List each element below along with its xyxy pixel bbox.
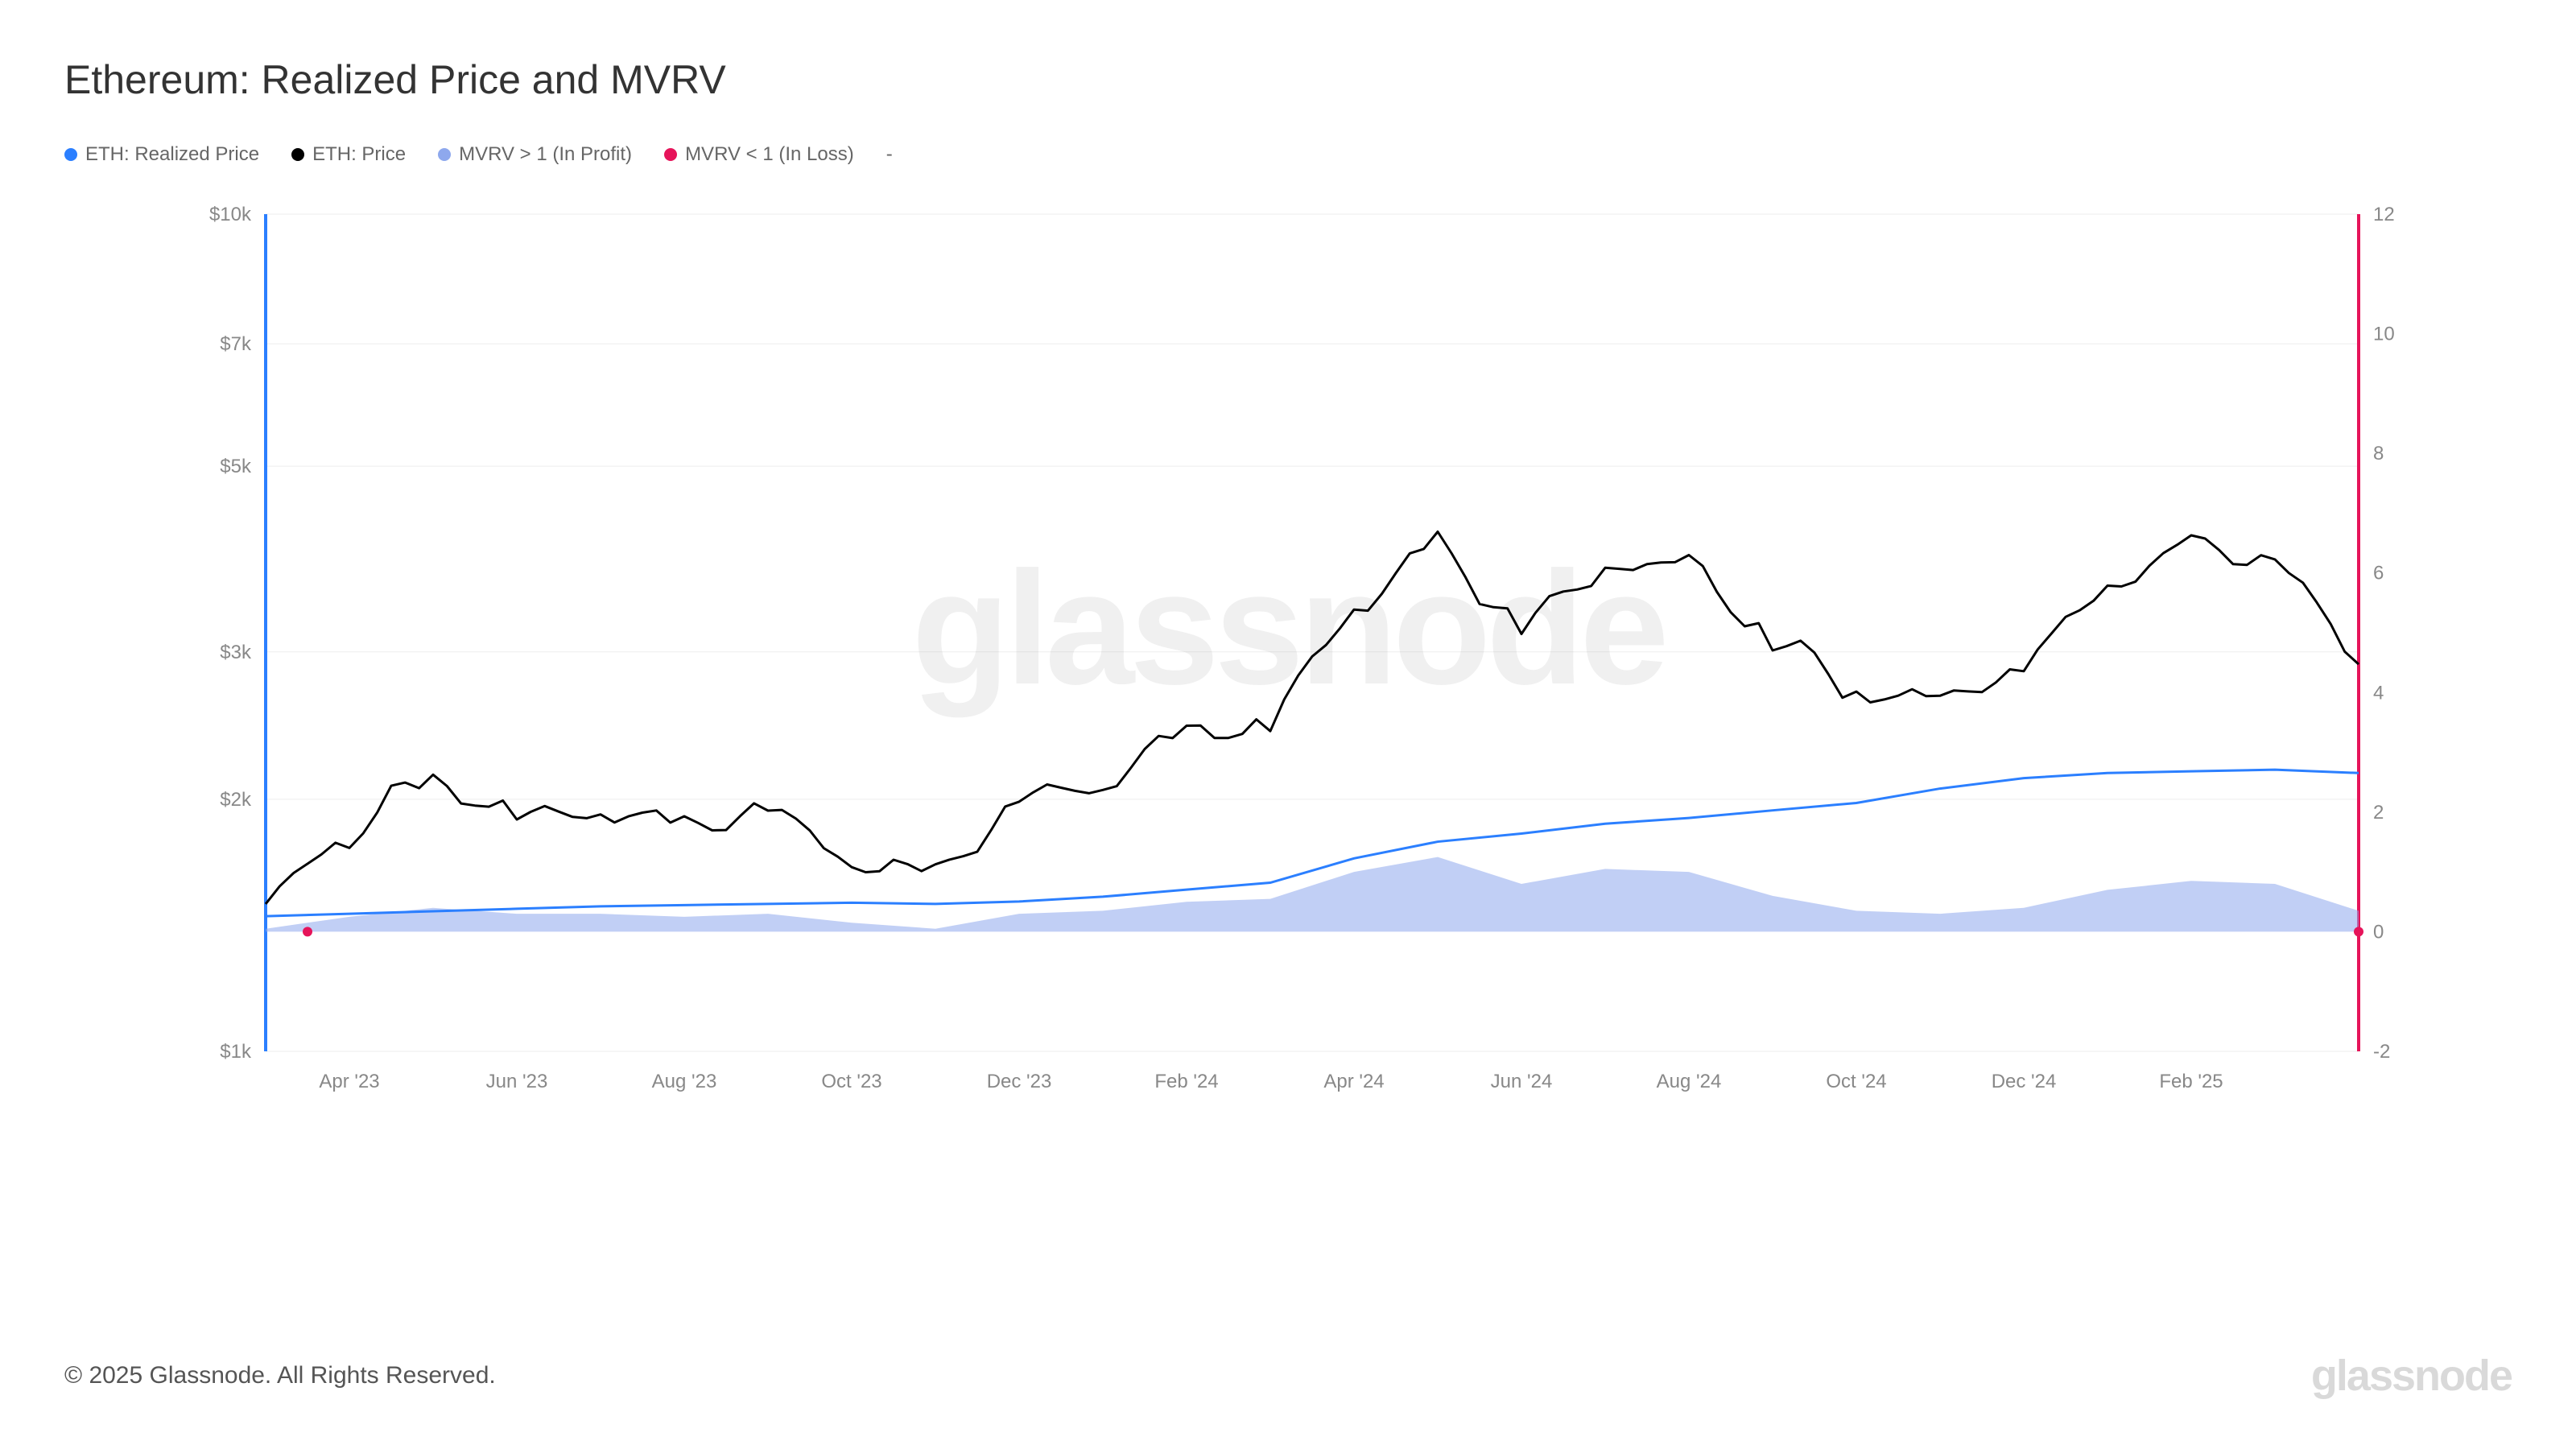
chart-svg: $10k $7k $5k $3k $2k $1k 12 10 8 6 4 2 0 -2 Apr '23 Jun… [64, 198, 2512, 1148]
legend-label: MVRV < 1 (In Loss) [685, 143, 854, 166]
svg-text:$2k: $2k [220, 789, 252, 811]
mvrv-profit-area [266, 857, 2359, 932]
svg-text:$10k: $10k [209, 204, 252, 225]
legend-item[interactable]: MVRV > 1 (In Profit) [438, 143, 632, 166]
eth-realized-price-swatch [64, 148, 77, 161]
svg-text:Jun '24: Jun '24 [1491, 1071, 1553, 1092]
svg-text:Aug '24: Aug '24 [1657, 1071, 1722, 1092]
legend-label: ETH: Realized Price [85, 143, 259, 166]
svg-text:Oct '24: Oct '24 [1826, 1071, 1886, 1092]
svg-text:Dec '24: Dec '24 [1992, 1071, 2057, 1092]
legend-item[interactable]: ETH: Price [291, 143, 406, 166]
svg-text:12: 12 [2373, 204, 2395, 225]
svg-text:Oct '23: Oct '23 [821, 1071, 881, 1092]
svg-text:6: 6 [2373, 563, 2384, 584]
svg-text:10: 10 [2373, 324, 2395, 345]
brand-logo: glassnode [2311, 1351, 2512, 1401]
svg-text:-2: -2 [2373, 1041, 2390, 1063]
svg-text:$3k: $3k [220, 642, 252, 663]
svg-text:0: 0 [2373, 921, 2384, 943]
mvrv-1-in-profit--swatch [438, 148, 451, 161]
legend-item[interactable]: ETH: Realized Price [64, 143, 259, 166]
svg-text:8: 8 [2373, 443, 2384, 464]
legend-item[interactable]: MVRV < 1 (In Loss) [664, 143, 854, 166]
mvrv-loss-marker [303, 927, 312, 936]
svg-text:$1k: $1k [220, 1041, 252, 1063]
svg-text:$7k: $7k [220, 333, 252, 355]
svg-text:Apr '24: Apr '24 [1323, 1071, 1384, 1092]
svg-text:Dec '23: Dec '23 [987, 1071, 1052, 1092]
svg-text:Aug '23: Aug '23 [652, 1071, 717, 1092]
legend-item[interactable]: - [886, 143, 893, 166]
svg-text:Apr '23: Apr '23 [319, 1071, 379, 1092]
legend-label: - [886, 143, 893, 166]
legend: ETH: Realized Price ETH: Price MVRV > 1 (I… [64, 143, 2512, 166]
svg-text:4: 4 [2373, 682, 2384, 704]
svg-text:Feb '24: Feb '24 [1154, 1071, 1218, 1092]
eth-price-swatch [291, 148, 304, 161]
svg-text:2: 2 [2373, 802, 2384, 824]
mvrv-loss-marker [2354, 927, 2363, 936]
copyright: © 2025 Glassnode. All Rights Reserved. [64, 1362, 496, 1389]
legend-label: ETH: Price [312, 143, 406, 166]
svg-text:$5k: $5k [220, 456, 252, 477]
chart-area: glassnode $10k$7k$5k$3k$2k$1k121086420-2… [64, 198, 2512, 1148]
svg-text:Jun '23: Jun '23 [486, 1071, 548, 1092]
price-line [266, 532, 2359, 904]
mvrv-1-in-loss--swatch [664, 148, 677, 161]
legend-label: MVRV > 1 (In Profit) [459, 143, 632, 166]
svg-text:Feb '25: Feb '25 [2159, 1071, 2223, 1092]
chart-title: Ethereum: Realized Price and MVRV [64, 56, 2512, 103]
